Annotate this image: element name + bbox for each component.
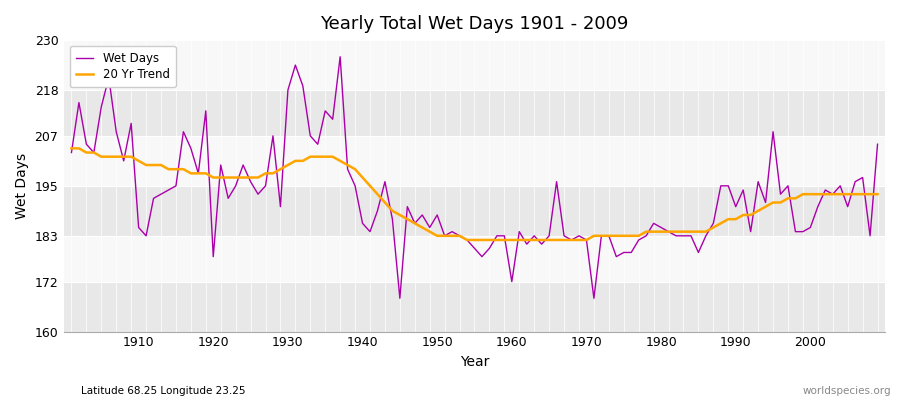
20 Yr Trend	[335, 158, 346, 163]
Text: worldspecies.org: worldspecies.org	[803, 386, 891, 396]
Bar	[64, 282, 885, 332]
Wet Days	[342, 167, 353, 172]
Title: Yearly Total Wet Days 1901 - 2009: Yearly Total Wet Days 1901 - 2009	[320, 15, 629, 33]
20 Yr Trend	[126, 154, 137, 159]
Wet Days	[514, 229, 525, 234]
Wet Days	[126, 121, 137, 126]
Bar	[64, 186, 885, 236]
Bar	[64, 40, 885, 90]
Y-axis label: Wet Days: Wet Days	[15, 153, 29, 219]
Wet Days	[872, 142, 883, 147]
Bar	[64, 136, 885, 186]
20 Yr Trend	[507, 238, 517, 242]
X-axis label: Year: Year	[460, 355, 490, 369]
Wet Days	[290, 63, 301, 68]
20 Yr Trend	[462, 238, 472, 242]
Wet Days	[335, 54, 346, 59]
20 Yr Trend	[66, 146, 77, 151]
Legend: Wet Days, 20 Yr Trend: Wet Days, 20 Yr Trend	[70, 46, 176, 87]
Line: Wet Days: Wet Days	[71, 57, 878, 298]
Bar	[64, 236, 885, 282]
Wet Days	[66, 150, 77, 155]
20 Yr Trend	[290, 158, 301, 163]
20 Yr Trend	[603, 234, 614, 238]
20 Yr Trend	[514, 238, 525, 242]
Line: 20 Yr Trend: 20 Yr Trend	[71, 148, 878, 240]
Wet Days	[611, 254, 622, 259]
Bar	[64, 90, 885, 136]
Wet Days	[521, 242, 532, 246]
Wet Days	[394, 296, 405, 301]
Text: Latitude 68.25 Longitude 23.25: Latitude 68.25 Longitude 23.25	[81, 386, 246, 396]
20 Yr Trend	[872, 192, 883, 196]
